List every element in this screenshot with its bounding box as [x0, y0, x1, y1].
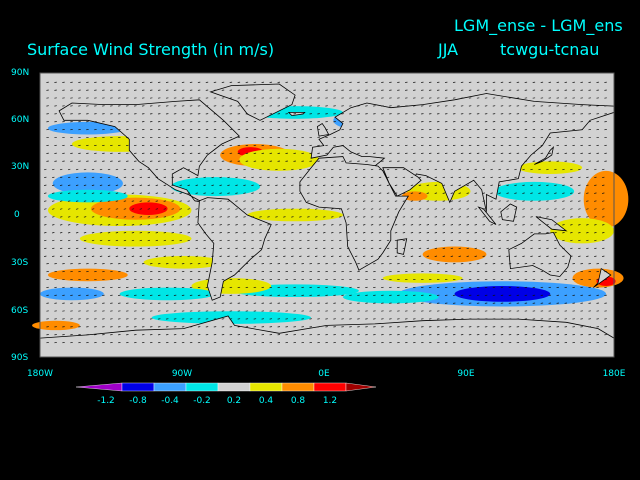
- lon-label-0e: 0E: [318, 369, 330, 379]
- colorbar-swatch: [281, 382, 315, 392]
- anomaly-region: [518, 161, 583, 174]
- continent-sumatra: [477, 206, 497, 225]
- anomaly-region: [494, 181, 575, 201]
- colorbar-label-neg1.2: -1.2: [97, 396, 115, 406]
- colorbar-swatch: [153, 382, 187, 392]
- variable-label: tcwgu-tcnau: [500, 40, 600, 59]
- anomaly-region: [47, 189, 128, 203]
- anomaly-region: [170, 177, 261, 197]
- lat-label-90s: 90S: [11, 353, 29, 363]
- colorbar-swatch: [249, 382, 283, 392]
- lat-label-0: 0: [14, 210, 20, 220]
- continent-eurasia: [310, 93, 615, 212]
- anomaly-region: [550, 218, 614, 244]
- colorbar-label-neg0.4: -0.4: [161, 396, 179, 406]
- lon-label-90w: 90W: [171, 369, 193, 379]
- continent-madagascar: [396, 238, 408, 255]
- anomaly-region: [151, 311, 312, 324]
- lon-label-90e: 90E: [457, 369, 475, 379]
- colorbar-swatch: [217, 382, 251, 392]
- colorbar-swatch: [345, 382, 377, 392]
- anomaly-region: [583, 170, 629, 228]
- continent-new-guinea: [535, 216, 568, 232]
- anomaly-region: [401, 191, 428, 201]
- continent-north-america: [58, 99, 240, 203]
- anomaly-region: [52, 172, 123, 195]
- anomaly-region: [47, 268, 128, 282]
- colorbar-swatch: [75, 382, 123, 392]
- lon-label-180w: 180W: [26, 369, 54, 379]
- anomaly-region: [247, 208, 343, 222]
- continent-greenland: [209, 83, 296, 121]
- wind-vectors: [44, 81, 607, 344]
- colorbar-label-neg0.8: -0.8: [129, 396, 147, 406]
- continent-arabia: [382, 167, 422, 197]
- anomaly-region: [342, 290, 439, 304]
- anomaly-region: [119, 287, 216, 301]
- colorbar-label-0.4: 0.4: [258, 396, 274, 406]
- wind-arrow-grid: [44, 81, 607, 344]
- colorbar-label-neg0.2: -0.2: [193, 396, 211, 406]
- colorbar-label-0.8: 0.8: [290, 396, 306, 406]
- anomaly-region: [39, 287, 104, 301]
- continent-uk: [316, 122, 330, 137]
- season-label: JJA: [438, 40, 459, 59]
- anomaly-region: [129, 202, 168, 215]
- colorbar-swatch: [121, 382, 155, 392]
- lat-label-90n: 90N: [11, 68, 30, 78]
- anomaly-region: [79, 230, 192, 247]
- anomaly-region: [239, 148, 320, 171]
- colorbar: [75, 382, 377, 392]
- anomaly-region: [143, 256, 224, 269]
- continent-borneo: [500, 203, 518, 222]
- experiment-label: LGM_ense - LGM_ens: [454, 16, 623, 35]
- anomaly-contours: [32, 106, 629, 346]
- lat-label-60n: 60N: [11, 115, 30, 125]
- colorbar-swatch: [185, 382, 219, 392]
- colorbar-swatch: [313, 382, 347, 392]
- colorbar-label-1.2: 1.2: [322, 396, 338, 406]
- anomaly-region: [454, 286, 551, 302]
- anomaly-region: [422, 246, 487, 263]
- lat-label-60s: 60S: [11, 306, 29, 316]
- continent-australia: [508, 231, 572, 277]
- anomaly-region: [32, 320, 80, 331]
- colorbar-label-0.2: 0.2: [226, 396, 242, 406]
- lon-label-180e: 180E: [602, 369, 626, 379]
- continent-new-zealand: [593, 267, 612, 288]
- plot-title: Surface Wind Strength (in m/s): [27, 40, 275, 59]
- map-frame: [39, 72, 615, 358]
- continent-south-america: [197, 197, 272, 301]
- lat-label-30n: 30N: [11, 162, 30, 172]
- lat-label-30s: 30S: [11, 258, 29, 268]
- anomaly-region: [382, 273, 463, 283]
